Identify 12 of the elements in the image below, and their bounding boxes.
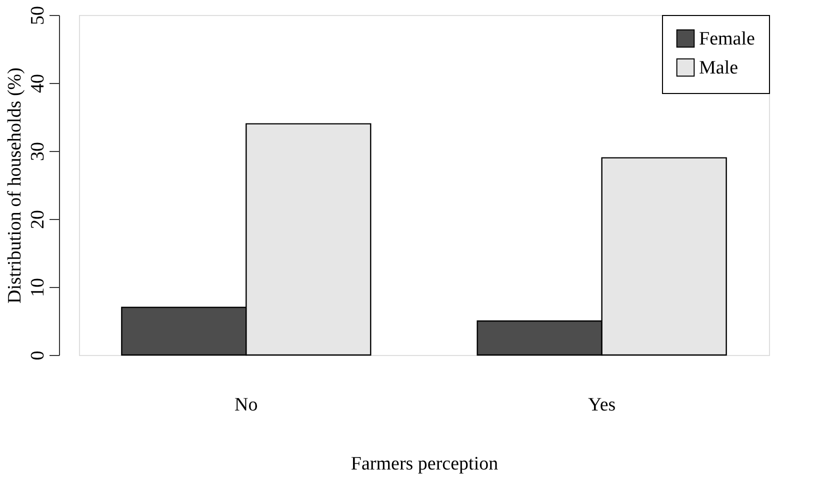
y-tick-label: 40 xyxy=(28,74,48,93)
y-tick-label: 20 xyxy=(28,210,48,229)
y-tick-label: 30 xyxy=(28,142,48,161)
y-tick-label: 10 xyxy=(28,278,48,297)
x-tick-label: No xyxy=(234,394,258,416)
y-tick-label: 0 xyxy=(28,350,48,360)
y-tick-label: 50 xyxy=(28,6,48,25)
legend-label: Female xyxy=(699,28,755,50)
x-axis-title: Farmers perception xyxy=(350,454,499,474)
y-axis-title: Distribution of households (%) xyxy=(4,68,26,304)
legend-label: Male xyxy=(699,58,738,78)
x-tick-label: Yes xyxy=(588,394,616,416)
